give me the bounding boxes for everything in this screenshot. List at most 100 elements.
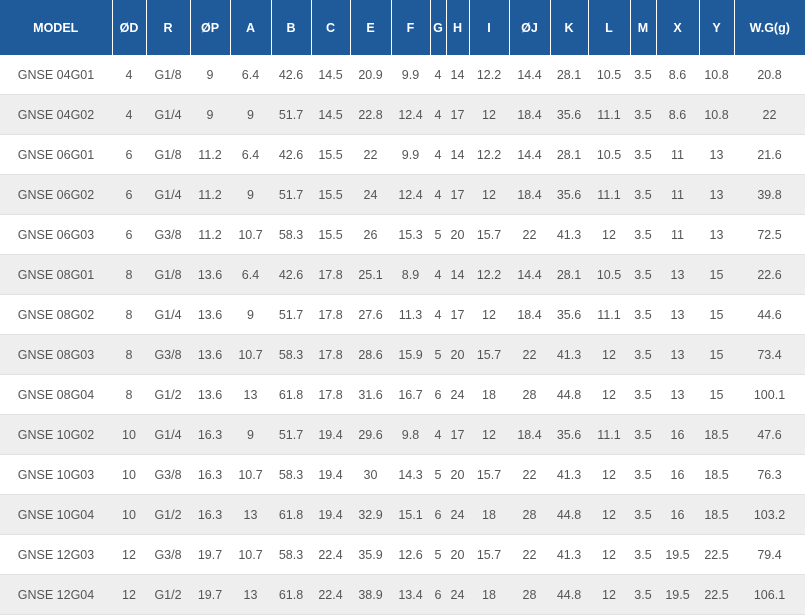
table-cell: 29.6 [350, 414, 391, 455]
table-cell: 10.7 [230, 534, 271, 575]
table-cell: 35.6 [550, 94, 588, 135]
table-cell: 10 [112, 414, 146, 455]
table-cell: 11 [656, 214, 699, 255]
table-cell: G3/8 [146, 454, 190, 495]
table-cell: 5 [430, 454, 446, 495]
table-cell: 17 [446, 94, 469, 135]
table-cell: 16.3 [190, 454, 230, 495]
table-cell: 61.8 [271, 374, 311, 415]
table-cell: 20.9 [350, 55, 391, 95]
table-cell: 9 [190, 94, 230, 135]
table-row: GNSE 08G01 8 G1/8 13.6 6.4 42.6 17.8 25.1 8.9 4 14… [0, 254, 805, 295]
table-cell: G1/4 [146, 414, 190, 455]
table-cell: 17 [446, 174, 469, 215]
table-cell: 3.5 [630, 174, 656, 215]
table-cell: 21.6 [734, 134, 805, 175]
table-cell: 20 [446, 454, 469, 495]
table-cell: 14 [446, 254, 469, 295]
table-cell: 44.6 [734, 294, 805, 335]
table-cell: 32.9 [350, 494, 391, 535]
table-cell: 8.6 [656, 94, 699, 135]
column-header: MODEL [0, 0, 113, 55]
table-cell: 9 [230, 294, 271, 335]
table-cell: 6 [430, 494, 446, 535]
table-cell: 9.9 [391, 55, 430, 95]
table-row: GNSE 08G02 8 G1/4 13.6 9 51.7 17.8 27.6 11.3 4 17 1… [0, 294, 805, 335]
table-cell: 3.5 [630, 454, 656, 495]
table-cell: 14.4 [509, 134, 550, 175]
table-row: GNSE 08G04 8 G1/2 13.6 13 61.8 17.8 31.6 16.7 6 24… [0, 374, 805, 415]
table-cell: 13 [656, 254, 699, 295]
table-cell: 19.4 [311, 414, 350, 455]
column-header: W.G(g) [734, 0, 805, 55]
table-cell: 58.3 [271, 454, 311, 495]
table-cell: 16.3 [190, 494, 230, 535]
column-header: A [230, 0, 272, 55]
table-cell: 41.3 [550, 214, 588, 255]
table-cell: 24 [350, 174, 391, 215]
model-cell: GNSE 08G04 [0, 374, 112, 415]
table-cell: 22 [509, 534, 550, 575]
column-header: L [588, 0, 631, 55]
model-cell: GNSE 10G03 [0, 454, 112, 495]
table-cell: 8 [112, 254, 146, 295]
table-cell: 61.8 [271, 574, 311, 615]
table-cell: 3.5 [630, 574, 656, 615]
table-cell: 4 [430, 134, 446, 175]
table-cell: 6 [112, 214, 146, 255]
model-cell: GNSE 04G02 [0, 94, 112, 135]
table-cell: 3.5 [630, 534, 656, 575]
table-cell: 16 [656, 414, 699, 455]
table-cell: 12 [588, 534, 630, 575]
table-cell: 11 [656, 134, 699, 175]
table-cell: 6.4 [230, 254, 271, 295]
table-cell: 11 [656, 174, 699, 215]
column-header: B [271, 0, 312, 55]
table-cell: 4 [112, 55, 146, 95]
table-cell: 17.8 [311, 374, 350, 415]
table-cell: 15.9 [391, 334, 430, 375]
table-row: GNSE 04G01 4 G1/8 9 6.4 42.6 14.5 20.9 9.9 4 14 12.… [0, 55, 805, 95]
table-cell: 13 [699, 214, 734, 255]
table-cell: 12.2 [469, 55, 509, 95]
table-cell: 42.6 [271, 55, 311, 95]
column-header: F [391, 0, 431, 55]
table-row: GNSE 12G03 12 G3/8 19.7 10.7 58.3 22.4 35.9 12.6… [0, 534, 805, 575]
table-cell: 4 [430, 414, 446, 455]
table-cell: 22 [350, 134, 391, 175]
table-cell: 11.2 [190, 134, 230, 175]
table-cell: 3.5 [630, 374, 656, 415]
table-cell: 11.2 [190, 174, 230, 215]
table-cell: 19.7 [190, 574, 230, 615]
table-cell: 22.8 [350, 94, 391, 135]
table-cell: 15 [699, 254, 734, 295]
table-cell: 18 [469, 494, 509, 535]
table-cell: 22 [509, 454, 550, 495]
table-cell: 10.5 [588, 254, 630, 295]
table-cell: 41.3 [550, 534, 588, 575]
model-cell: GNSE 06G02 [0, 174, 112, 215]
table-cell: G1/4 [146, 94, 190, 135]
table-cell: 13.6 [190, 254, 230, 295]
table-cell: 13.6 [190, 374, 230, 415]
table-cell: 79.4 [734, 534, 805, 575]
table-cell: G1/2 [146, 574, 190, 615]
table-cell: 20.8 [734, 55, 805, 95]
table-cell: 22.6 [734, 254, 805, 295]
table-cell: 12 [588, 574, 630, 615]
table-cell: 41.3 [550, 334, 588, 375]
table-cell: 12 [588, 494, 630, 535]
table-cell: 13 [230, 374, 271, 415]
table-cell: 3.5 [630, 214, 656, 255]
table-cell: 28 [509, 374, 550, 415]
table-cell: 19.7 [190, 534, 230, 575]
table-cell: 10.5 [588, 134, 630, 175]
table-cell: 18.5 [699, 414, 734, 455]
table-cell: 3.5 [630, 134, 656, 175]
table-cell: 12 [588, 374, 630, 415]
model-cell: GNSE 12G04 [0, 574, 112, 615]
table-cell: 28.1 [550, 134, 588, 175]
table-cell: 106.1 [734, 574, 805, 615]
table-cell: 12 [112, 574, 146, 615]
